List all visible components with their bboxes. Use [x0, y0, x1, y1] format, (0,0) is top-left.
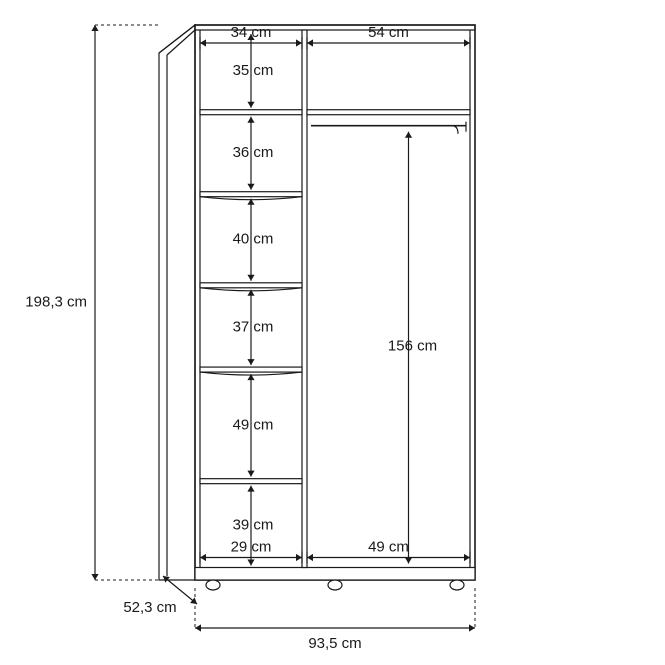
- svg-text:54 cm: 54 cm: [368, 24, 409, 41]
- svg-text:40 cm: 40 cm: [233, 231, 274, 248]
- svg-text:198,3 cm: 198,3 cm: [25, 293, 87, 310]
- wardrobe-dimension-diagram: 34 cm54 cm29 cm49 cm35 cm36 cm40 cm37 cm…: [0, 0, 665, 665]
- svg-text:52,3 cm: 52,3 cm: [123, 599, 176, 616]
- svg-text:36 cm: 36 cm: [233, 144, 274, 161]
- svg-text:37 cm: 37 cm: [233, 318, 274, 335]
- svg-text:39 cm: 39 cm: [233, 517, 274, 534]
- svg-text:156 cm: 156 cm: [388, 338, 437, 355]
- diagram-svg: 34 cm54 cm29 cm49 cm35 cm36 cm40 cm37 cm…: [0, 0, 665, 665]
- svg-text:35 cm: 35 cm: [233, 62, 274, 79]
- svg-text:93,5 cm: 93,5 cm: [308, 635, 361, 652]
- svg-text:49 cm: 49 cm: [368, 538, 409, 555]
- svg-text:49 cm: 49 cm: [233, 416, 274, 433]
